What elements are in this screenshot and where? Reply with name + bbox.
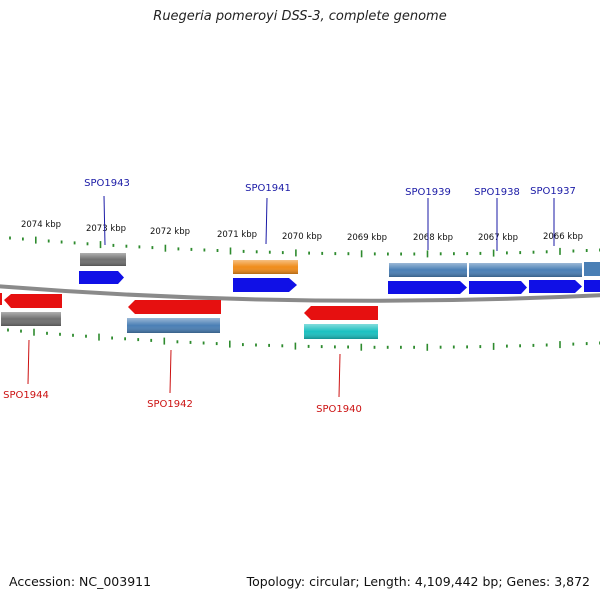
callout-line-spo1940 bbox=[338, 353, 341, 398]
gene-feature-spo1937[interactable] bbox=[529, 280, 582, 293]
gene-feature-forward-edge[interactable] bbox=[584, 280, 600, 292]
gene-label-spo1938[interactable]: SPO1938 bbox=[474, 187, 520, 198]
gene-feature-spo1939[interactable] bbox=[388, 281, 467, 294]
forward-strand-features bbox=[79, 253, 600, 294]
reverse-strand-features bbox=[0, 293, 378, 339]
map-title: Ruegeria pomeroyi DSS-3, complete genome bbox=[153, 9, 447, 24]
scale-label-2068: 2068 kbp bbox=[413, 233, 453, 243]
gene-feature-spo1942[interactable] bbox=[128, 300, 221, 314]
callout-line-spo1941 bbox=[265, 197, 268, 245]
scale-label-2067: 2067 kbp bbox=[478, 233, 518, 243]
gene-label-spo1942[interactable]: SPO1942 bbox=[147, 399, 193, 410]
scale-label-2074: 2074 kbp bbox=[21, 220, 61, 230]
gene-label-spo1943[interactable]: SPO1943 bbox=[84, 178, 130, 189]
gene-feature-steel-edge[interactable] bbox=[584, 262, 600, 276]
scale-label-2066: 2066 kbp bbox=[543, 232, 583, 242]
gene-label-spo1941[interactable]: SPO1941 bbox=[245, 183, 291, 194]
scale-label-2069: 2069 kbp bbox=[347, 233, 387, 243]
gene-label-spo1940[interactable]: SPO1940 bbox=[316, 404, 362, 415]
scale-ticks-lower bbox=[7, 328, 600, 351]
scale-ticks-upper bbox=[9, 236, 600, 258]
gene-feature-spo1943[interactable] bbox=[79, 271, 124, 284]
scale-label-2070: 2070 kbp bbox=[282, 232, 322, 242]
topology-label: Topology: circular; Length: 4,109,442 bp… bbox=[246, 574, 590, 589]
accession-label: Accession: NC_003911 bbox=[9, 574, 152, 589]
gene-feature-spo1941[interactable] bbox=[233, 278, 297, 292]
gene-feature-spo1940[interactable] bbox=[304, 306, 378, 320]
gene-feature-spo1944[interactable] bbox=[4, 294, 62, 308]
gene-feature-reverse-edge[interactable] bbox=[0, 293, 2, 305]
callout-line-spo1944 bbox=[27, 339, 30, 385]
backbone-arc bbox=[0, 284, 600, 303]
scale-label-2073: 2073 kbp bbox=[86, 224, 126, 234]
callout-line-spo1943 bbox=[103, 195, 106, 246]
callout-line-spo1942 bbox=[169, 349, 172, 394]
gene-label-spo1944[interactable]: SPO1944 bbox=[3, 390, 49, 401]
scale-label-2071: 2071 kbp bbox=[217, 230, 257, 240]
gene-label-spo1939[interactable]: SPO1939 bbox=[405, 187, 451, 198]
gene-label-spo1937[interactable]: SPO1937 bbox=[530, 186, 576, 197]
scale-label-2072: 2072 kbp bbox=[150, 227, 190, 237]
gene-feature-spo1938[interactable] bbox=[469, 281, 527, 294]
